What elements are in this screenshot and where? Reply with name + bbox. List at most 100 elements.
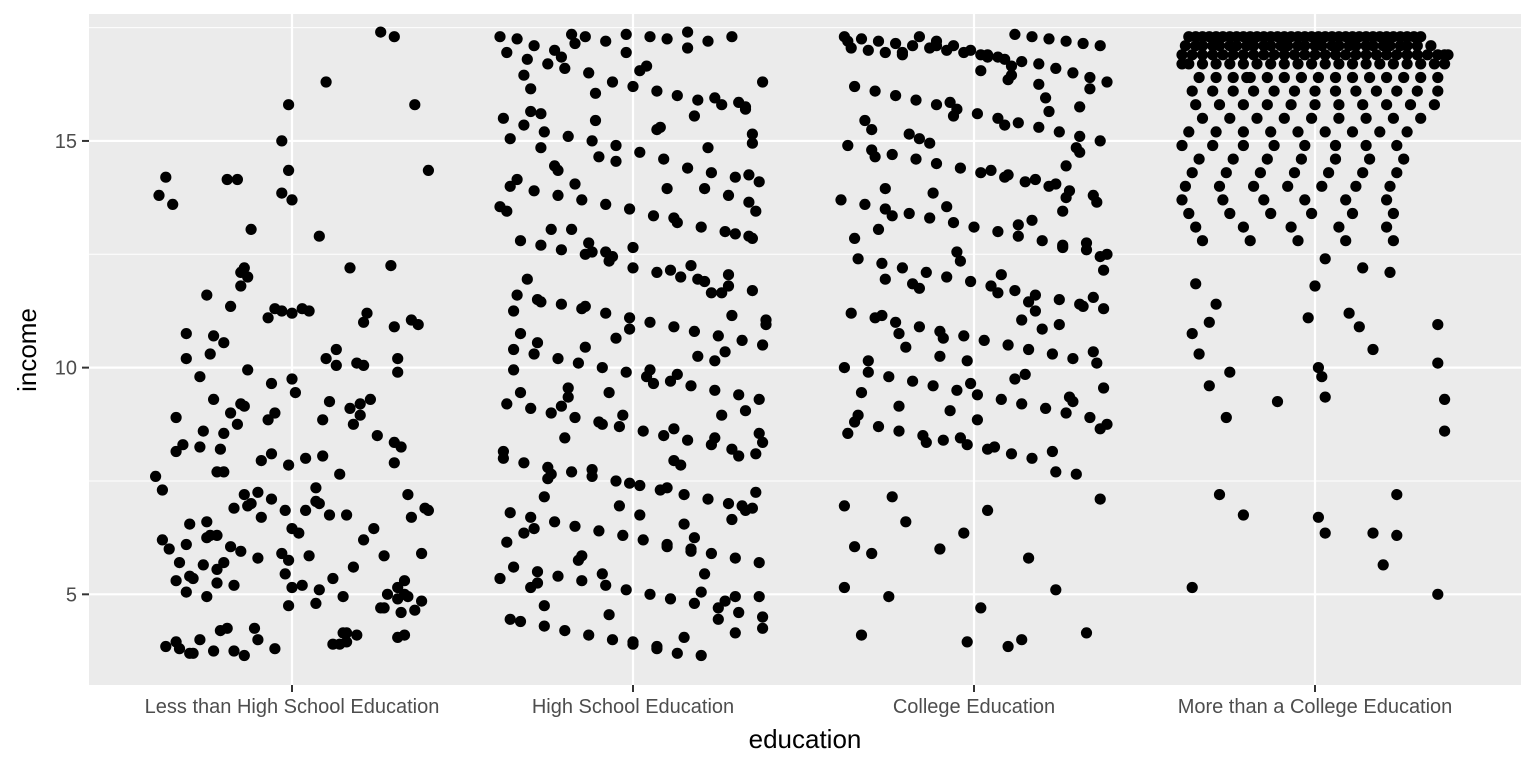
data-point xyxy=(228,645,240,657)
data-point xyxy=(262,312,274,324)
data-point xyxy=(992,112,1004,124)
data-point xyxy=(276,547,288,560)
data-point xyxy=(1043,33,1055,45)
data-point xyxy=(170,411,182,424)
data-point xyxy=(1442,49,1454,61)
data-point xyxy=(930,158,943,170)
data-point xyxy=(627,636,639,648)
data-point xyxy=(886,148,898,161)
data-point xyxy=(1043,105,1055,118)
data-point xyxy=(569,411,581,424)
data-point xyxy=(1299,40,1311,52)
data-point xyxy=(242,271,254,283)
data-point xyxy=(743,196,755,208)
data-point xyxy=(920,266,932,278)
data-point xyxy=(682,434,694,446)
data-point xyxy=(150,470,162,482)
data-point xyxy=(982,51,994,63)
data-point xyxy=(1026,452,1038,464)
data-point xyxy=(750,205,762,217)
data-point xyxy=(855,387,868,399)
x-axis: Less than High School Education High Scho… xyxy=(145,685,1452,718)
data-point xyxy=(572,357,585,369)
data-point xyxy=(610,332,622,344)
data-point xyxy=(504,507,516,519)
data-point xyxy=(211,577,223,589)
data-point xyxy=(893,400,905,412)
x-tick-label: College Education xyxy=(893,696,1055,718)
data-point xyxy=(1251,112,1263,124)
data-point xyxy=(1319,49,1331,61)
data-point xyxy=(1005,69,1018,81)
data-point xyxy=(501,398,513,410)
data-point xyxy=(1282,40,1294,52)
data-point xyxy=(238,400,250,412)
data-point xyxy=(849,541,861,553)
data-point xyxy=(1302,312,1314,324)
data-point xyxy=(729,627,741,639)
data-point xyxy=(647,377,660,390)
data-point xyxy=(1203,316,1215,328)
data-point xyxy=(562,391,574,403)
data-point xyxy=(1432,588,1444,600)
data-point xyxy=(603,387,615,399)
data-point xyxy=(579,341,591,353)
data-point xyxy=(1213,99,1226,111)
data-point xyxy=(255,455,267,467)
data-point xyxy=(661,541,673,553)
data-point xyxy=(317,450,329,462)
data-point xyxy=(504,133,516,145)
data-point xyxy=(589,114,602,127)
data-point xyxy=(1196,49,1209,61)
data-point xyxy=(671,647,683,659)
data-point xyxy=(201,289,213,301)
data-point xyxy=(528,348,540,360)
data-point xyxy=(838,362,851,374)
data-point xyxy=(173,643,186,655)
data-point xyxy=(927,187,939,199)
data-point xyxy=(497,445,509,458)
data-point xyxy=(497,112,509,124)
data-point xyxy=(1098,382,1110,394)
data-point xyxy=(913,321,926,333)
data-point xyxy=(719,595,731,607)
data-point xyxy=(661,33,673,45)
data-point xyxy=(596,362,608,374)
data-point xyxy=(276,305,288,317)
data-point xyxy=(1350,180,1362,192)
data-point xyxy=(719,346,731,358)
data-point xyxy=(726,309,738,322)
data-point xyxy=(644,316,656,328)
data-point xyxy=(722,269,735,281)
data-point xyxy=(1329,139,1342,152)
data-point xyxy=(341,509,353,521)
data-point xyxy=(1381,221,1393,233)
data-point xyxy=(1391,489,1403,501)
data-point xyxy=(1023,296,1035,308)
data-point xyxy=(1391,529,1403,542)
data-point xyxy=(1387,207,1399,220)
data-point xyxy=(1040,402,1052,414)
data-point xyxy=(1360,112,1372,124)
data-point xyxy=(1299,194,1311,206)
data-point xyxy=(1183,207,1195,220)
data-point xyxy=(1009,28,1021,40)
data-point xyxy=(1060,160,1072,172)
data-point xyxy=(1087,291,1099,303)
data-point xyxy=(535,108,547,120)
data-point xyxy=(975,602,987,614)
data-point xyxy=(156,534,168,546)
data-point xyxy=(862,355,874,367)
data-point xyxy=(208,393,220,405)
data-point xyxy=(1213,489,1226,501)
data-point xyxy=(722,189,735,201)
data-point xyxy=(507,343,520,356)
data-point xyxy=(1080,627,1093,639)
data-point xyxy=(153,189,165,201)
data-point xyxy=(1340,194,1352,206)
data-point xyxy=(180,538,192,551)
data-point xyxy=(1012,219,1024,231)
data-point xyxy=(1098,264,1110,276)
data-point xyxy=(712,613,724,625)
data-point xyxy=(1005,60,1018,72)
